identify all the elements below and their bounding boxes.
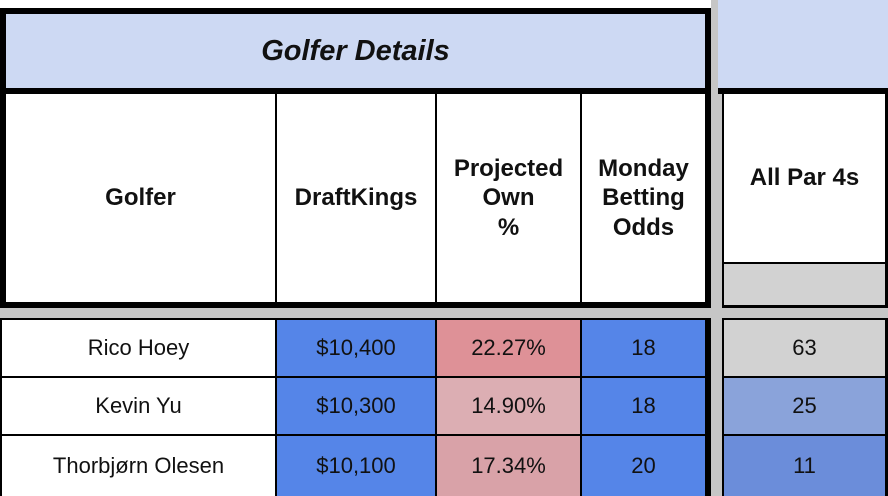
table-row: Thorbjørn Olesen $10,100 17.34% 20 [2, 436, 705, 496]
cell-draftkings-salary[interactable]: $10,400 [275, 320, 435, 376]
header-cell-projected-own[interactable]: Projected Own % [435, 94, 580, 302]
golfer-details-header-row: Golfer DraftKings Projected Own % Monday… [6, 94, 705, 302]
cell-draftkings-salary[interactable]: $10,300 [275, 378, 435, 434]
cell-draftkings-salary[interactable]: $10,100 [275, 436, 435, 496]
cell-golfer-name[interactable]: Rico Hoey [2, 320, 275, 376]
cell-golfer-name[interactable]: Kevin Yu [2, 378, 275, 434]
top-background-strip [0, 0, 711, 8]
golfer-details-data-table: Rico Hoey $10,400 22.27% 18 Kevin Yu $10… [0, 318, 711, 496]
table-row: Rico Hoey $10,400 22.27% 18 [2, 320, 705, 378]
cell-golfer-name[interactable]: Thorbjørn Olesen [2, 436, 275, 496]
cell-projected-own[interactable]: 14.90% [435, 378, 580, 434]
par4-subheader-cell[interactable] [722, 264, 888, 308]
header-cell-draftkings[interactable]: DraftKings [275, 94, 435, 302]
golfer-details-table-header-group: Golfer Details Golfer DraftKings Project… [0, 8, 711, 308]
cell-all-par-4s[interactable]: 25 [724, 378, 885, 436]
header-cell-monday-odds[interactable]: Monday Betting Odds [580, 94, 705, 302]
par4-data-column: 63 25 11 [722, 318, 888, 496]
cell-monday-odds[interactable]: 18 [580, 320, 705, 376]
cell-projected-own[interactable]: 17.34% [435, 436, 580, 496]
golfer-details-title-cell[interactable]: Golfer Details [6, 14, 705, 94]
par4-title-cell[interactable] [718, 0, 888, 94]
cell-all-par-4s[interactable]: 11 [724, 436, 885, 496]
header-cell-golfer[interactable]: Golfer [105, 184, 176, 212]
cell-monday-odds[interactable]: 20 [580, 436, 705, 496]
cell-monday-odds[interactable]: 18 [580, 378, 705, 434]
table-row: Kevin Yu $10,300 14.90% 18 [2, 378, 705, 436]
header-cell-all-par-4s[interactable]: All Par 4s [722, 94, 888, 264]
cell-all-par-4s[interactable]: 63 [724, 320, 885, 378]
cell-projected-own[interactable]: 22.27% [435, 320, 580, 376]
